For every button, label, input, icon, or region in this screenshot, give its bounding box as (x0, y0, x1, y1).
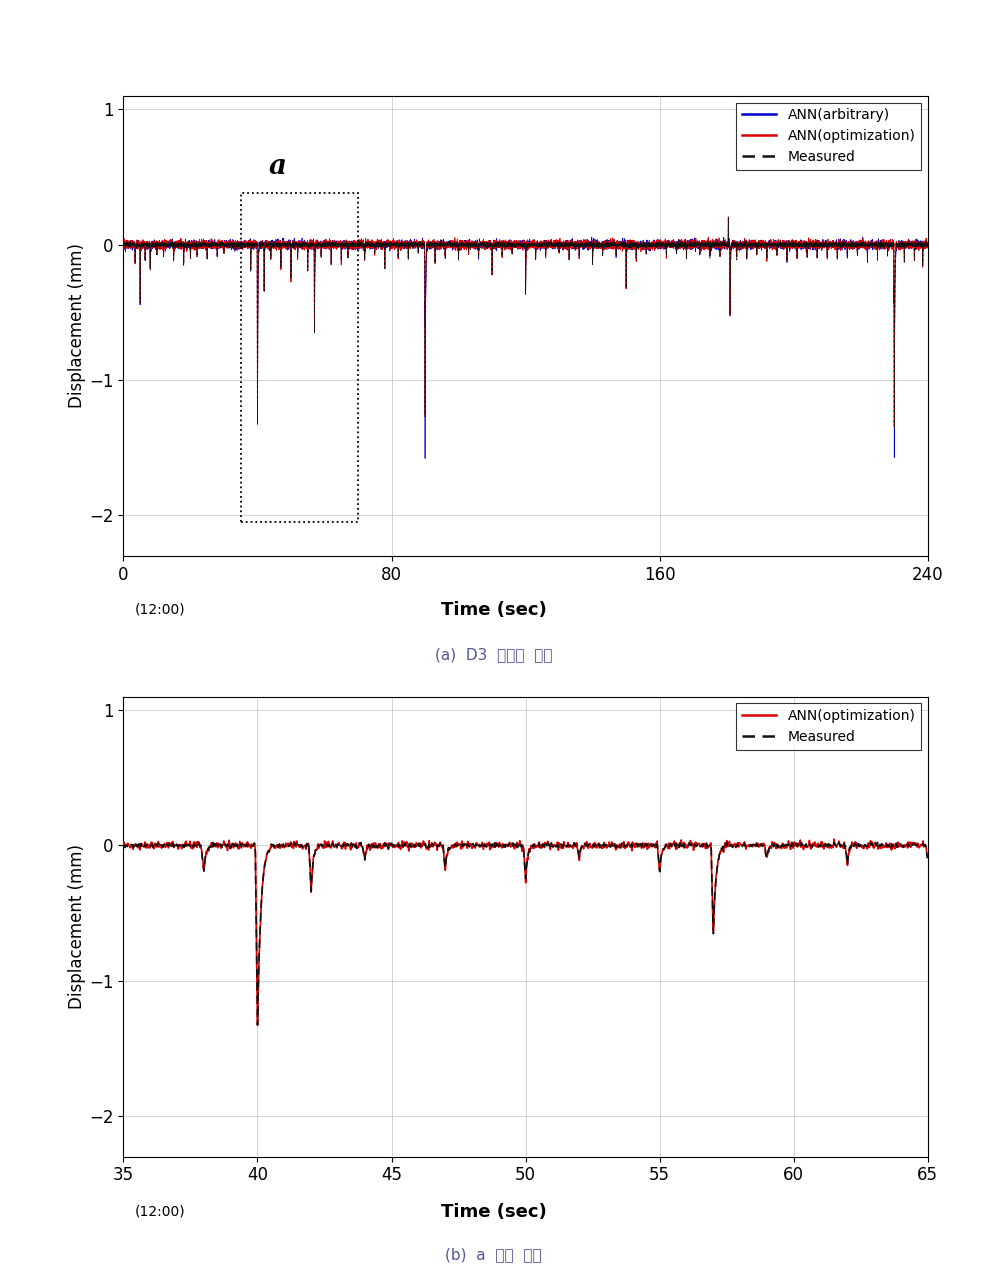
Text: (12:00): (12:00) (134, 1205, 185, 1218)
Text: Time (sec): Time (sec) (440, 601, 546, 619)
Y-axis label: Displacement (mm): Displacement (mm) (68, 243, 87, 409)
Text: (b)  a  구역  확대: (b) a 구역 확대 (445, 1247, 541, 1263)
Text: (a)  D3  지점의  변위: (a) D3 지점의 변위 (434, 647, 552, 662)
Text: (12:00): (12:00) (134, 603, 185, 616)
Text: a: a (268, 153, 286, 180)
Y-axis label: Displacement (mm): Displacement (mm) (68, 843, 87, 1010)
Bar (241, 193, 358, 523)
Legend: ANN(arbitrary), ANN(optimization), Measured: ANN(arbitrary), ANN(optimization), Measu… (736, 102, 920, 170)
Legend: ANN(optimization), Measured: ANN(optimization), Measured (736, 703, 920, 749)
Text: Time (sec): Time (sec) (440, 1203, 546, 1220)
